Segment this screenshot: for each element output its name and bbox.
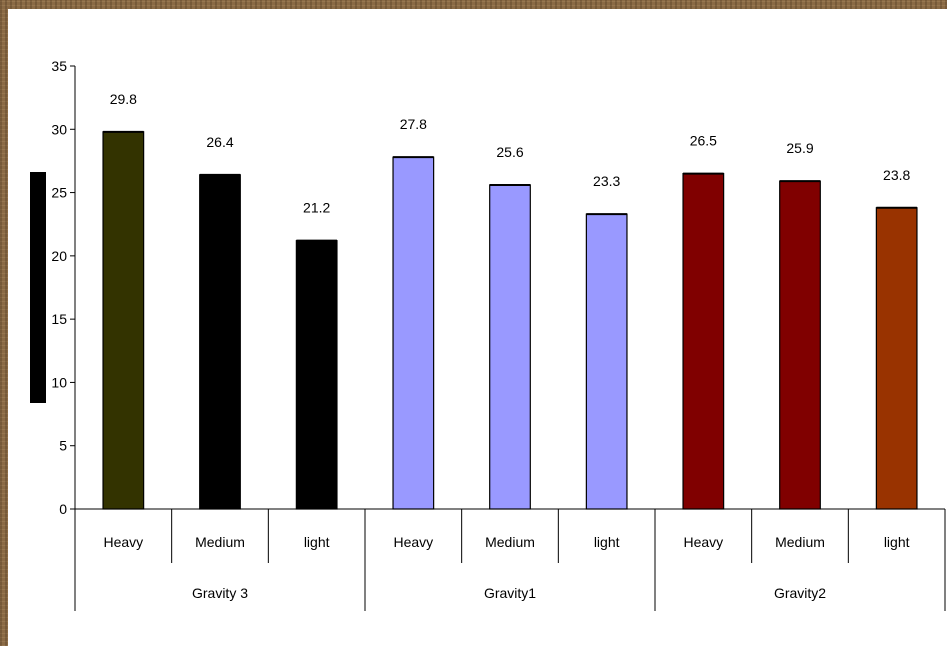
y-tick-label: 25 — [51, 185, 67, 201]
x-category-label: Heavy — [103, 534, 143, 550]
bar — [585, 213, 628, 510]
y-tick-label: 5 — [59, 438, 67, 454]
y-tick-label: 30 — [51, 121, 67, 137]
x-category-label: Heavy — [683, 534, 723, 550]
x-category-label: Medium — [485, 534, 535, 550]
data-label: 25.9 — [786, 140, 813, 156]
y-tick-label: 20 — [51, 248, 67, 264]
x-category-label: Medium — [195, 534, 245, 550]
x-category-label: light — [594, 534, 620, 550]
bar — [295, 240, 338, 510]
x-category-label: light — [884, 534, 910, 550]
x-group-label: Gravity 3 — [192, 585, 248, 601]
x-group-label: Gravity1 — [484, 585, 536, 601]
data-label: 23.8 — [883, 167, 910, 183]
bar — [392, 156, 435, 510]
bar — [875, 207, 918, 510]
y-tick-label: 10 — [51, 374, 67, 390]
data-label: 23.3 — [593, 173, 620, 189]
data-label: 29.8 — [110, 91, 137, 107]
bar — [102, 131, 145, 510]
bar — [199, 174, 241, 510]
data-label: 21.2 — [303, 200, 330, 216]
data-label: 27.8 — [400, 116, 427, 132]
y-tick-label: 0 — [59, 501, 67, 517]
x-category-label: light — [304, 534, 330, 550]
y-tick-label: 15 — [51, 311, 67, 327]
data-label: 26.5 — [690, 133, 717, 149]
data-label: 26.4 — [206, 134, 233, 150]
bar — [779, 180, 821, 510]
side-bar-decoration — [30, 172, 46, 403]
bar — [489, 184, 531, 510]
x-group-label: Gravity2 — [774, 585, 826, 601]
x-category-label: Medium — [775, 534, 825, 550]
x-category-label: Heavy — [393, 534, 433, 550]
y-tick-label: 35 — [51, 58, 67, 74]
bar — [682, 172, 725, 510]
data-label: 25.6 — [496, 144, 523, 160]
